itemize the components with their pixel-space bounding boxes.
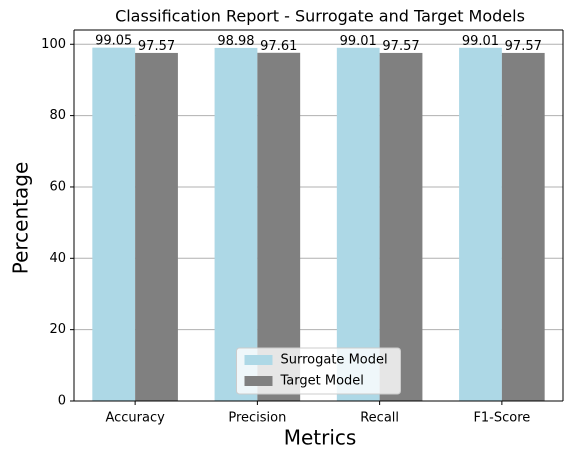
value-label: 97.61	[260, 39, 297, 54]
y-tick-label: 0	[58, 394, 66, 409]
y-tick-label: 100	[41, 37, 66, 52]
chart-title: Classification Report - Surrogate and Ta…	[115, 7, 525, 26]
bar	[214, 47, 258, 401]
legend-swatch	[244, 355, 273, 365]
x-axis-label: Metrics	[284, 426, 357, 450]
y-tick-label: 40	[49, 251, 66, 266]
legend-swatch	[244, 376, 273, 386]
value-label: 97.57	[382, 39, 419, 54]
y-tick-label: 80	[49, 108, 66, 123]
x-tick-label: Precision	[228, 411, 286, 426]
x-tick-label: Accuracy	[105, 411, 165, 426]
bar	[135, 52, 178, 401]
value-label: 98.98	[217, 34, 254, 49]
y-tick-label: 20	[49, 322, 66, 337]
value-label: 99.01	[462, 34, 499, 49]
x-tick-label: F1-Score	[473, 411, 530, 426]
bar	[501, 52, 545, 401]
value-label: 99.01	[340, 34, 377, 49]
bar	[459, 47, 502, 401]
legend-label: Surrogate Model	[281, 353, 388, 368]
value-label: 97.57	[138, 39, 175, 54]
value-label: 99.05	[95, 34, 132, 49]
y-axis-label: Percentage	[9, 162, 33, 275]
legend-box	[236, 347, 401, 395]
bar	[336, 47, 380, 401]
bar	[92, 47, 136, 401]
bar	[257, 52, 301, 401]
value-label: 97.57	[505, 39, 542, 54]
bar	[379, 52, 423, 401]
y-tick-label: 60	[49, 179, 66, 194]
legend-label: Target Model	[280, 374, 364, 389]
x-tick-label: Recall	[360, 411, 399, 426]
